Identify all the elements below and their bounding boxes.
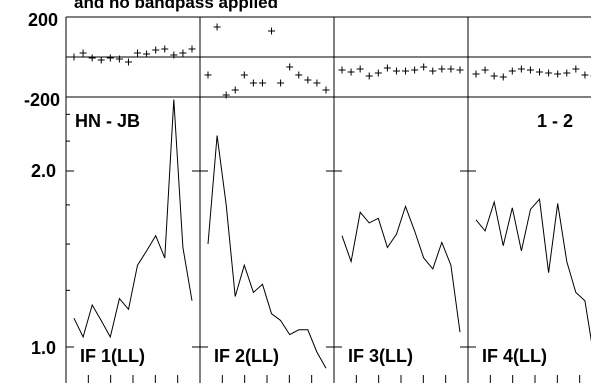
phase-point — [97, 56, 105, 64]
phase-point — [472, 70, 480, 78]
phase-tick-label-bottom: -200 — [24, 90, 60, 110]
phase-point — [420, 63, 428, 71]
phase-point — [313, 79, 321, 87]
phase-point — [286, 63, 294, 71]
phase-point — [383, 64, 391, 72]
phase-point — [447, 65, 455, 73]
phase-point — [188, 45, 196, 53]
phase-point — [179, 49, 187, 57]
phase-point — [124, 58, 132, 66]
phase-point — [456, 66, 464, 74]
phase-point — [490, 72, 498, 80]
amplitude-line — [475, 198, 591, 342]
phase-point — [240, 71, 248, 79]
phase-point — [581, 71, 589, 79]
panel-label: IF 2(LL) — [214, 346, 279, 366]
amplitude-tick-label-2: 2.0 — [31, 161, 56, 181]
panel-label: IF 1(LL) — [80, 346, 145, 366]
phase-point — [79, 49, 87, 57]
phase-point — [231, 86, 239, 94]
phase-point — [554, 70, 562, 78]
phase-point — [392, 67, 400, 75]
phase-point — [545, 69, 553, 77]
phase-point — [526, 66, 534, 74]
amplitude-line — [341, 204, 461, 333]
plot-title: and no bandpass applied — [74, 0, 278, 12]
panel-label: IF 3(LL) — [348, 346, 413, 366]
phase-point — [106, 54, 114, 62]
phase-point — [536, 68, 544, 76]
phase-point — [429, 67, 437, 75]
phase-tick-label-top: 200 — [28, 10, 58, 30]
phase-point — [258, 79, 266, 87]
phase-point — [70, 53, 78, 61]
phase-point — [481, 66, 489, 74]
phase-point — [517, 65, 525, 73]
phase-point — [508, 67, 516, 75]
phase-point — [572, 65, 580, 73]
page-label: 1 - 2 — [537, 111, 573, 131]
panels: IF 1(LL) IF 2(LL) IF 3(LL) IF 4(LL) — [65, 16, 591, 383]
phase-point — [347, 68, 355, 76]
phase-point — [152, 46, 160, 54]
baseline-label: HN - JB — [75, 111, 140, 131]
phase-point — [143, 50, 151, 58]
phase-point — [356, 65, 364, 73]
panel-label: IF 4(LL) — [482, 346, 547, 366]
phase-point — [295, 71, 303, 79]
phase-point — [88, 54, 96, 62]
amplitude-line — [207, 135, 327, 369]
phase-point — [563, 69, 571, 77]
amplitude-tick-label-1: 1.0 — [31, 338, 56, 358]
phase-point — [277, 79, 285, 87]
phase-point — [249, 79, 257, 87]
phase-point — [304, 76, 312, 84]
phase-point — [213, 23, 221, 31]
phase-point — [115, 55, 123, 63]
phase-point — [411, 66, 419, 74]
phase-point — [170, 51, 178, 59]
phase-point — [161, 45, 169, 53]
phase-point — [365, 72, 373, 80]
phase-point — [499, 73, 507, 81]
phase-point — [438, 65, 446, 73]
phase-point — [374, 69, 382, 77]
phase-point — [204, 71, 212, 79]
phase-point — [402, 67, 410, 75]
phase-point — [338, 66, 346, 74]
amplitude-line — [73, 99, 193, 339]
phase-point — [268, 27, 276, 35]
phase-point — [322, 86, 330, 94]
phase-point — [134, 49, 142, 57]
phase-point — [222, 91, 230, 99]
